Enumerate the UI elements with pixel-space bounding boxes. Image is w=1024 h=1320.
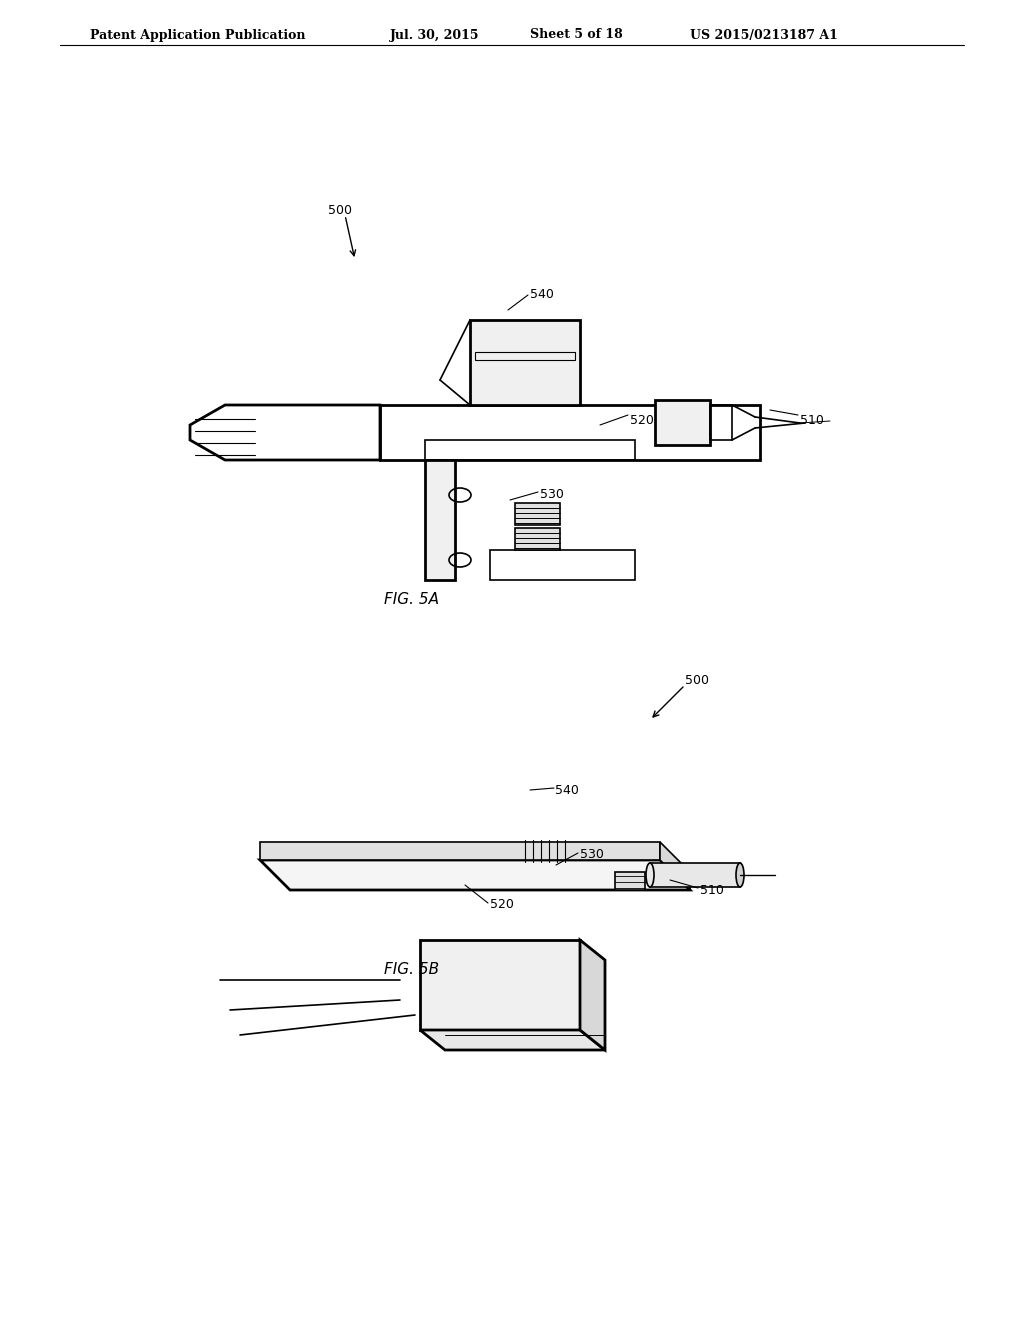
Bar bbox=[490, 550, 635, 579]
Text: 540: 540 bbox=[530, 289, 554, 301]
Bar bbox=[425, 459, 455, 579]
Text: Sheet 5 of 18: Sheet 5 of 18 bbox=[530, 29, 623, 41]
Text: 530: 530 bbox=[580, 849, 604, 862]
Ellipse shape bbox=[646, 863, 654, 887]
Bar bbox=[655, 400, 710, 445]
Bar bbox=[710, 405, 732, 440]
Polygon shape bbox=[580, 940, 605, 1049]
Polygon shape bbox=[260, 842, 660, 861]
Bar bbox=[650, 863, 740, 887]
Ellipse shape bbox=[736, 863, 744, 887]
Text: 510: 510 bbox=[700, 883, 724, 896]
Text: 520: 520 bbox=[630, 413, 654, 426]
Bar bbox=[470, 319, 580, 405]
Text: Patent Application Publication: Patent Application Publication bbox=[90, 29, 305, 41]
Text: 510: 510 bbox=[800, 413, 824, 426]
Text: US 2015/0213187 A1: US 2015/0213187 A1 bbox=[690, 29, 838, 41]
Text: 540: 540 bbox=[555, 784, 579, 796]
Text: 530: 530 bbox=[540, 488, 564, 502]
Bar bbox=[475, 352, 575, 360]
Text: Jul. 30, 2015: Jul. 30, 2015 bbox=[390, 29, 479, 41]
Text: 500: 500 bbox=[328, 203, 352, 216]
Text: 520: 520 bbox=[490, 899, 514, 912]
Bar bbox=[515, 528, 560, 550]
Text: FIG. 5A: FIG. 5A bbox=[384, 593, 439, 607]
Bar bbox=[615, 873, 645, 890]
Bar bbox=[515, 503, 560, 525]
Text: 500: 500 bbox=[685, 673, 709, 686]
Bar bbox=[380, 405, 760, 459]
Polygon shape bbox=[420, 1030, 605, 1049]
Text: FIG. 5B: FIG. 5B bbox=[384, 962, 439, 978]
Polygon shape bbox=[660, 842, 690, 890]
Polygon shape bbox=[420, 940, 580, 1030]
Polygon shape bbox=[260, 861, 690, 890]
Bar bbox=[425, 440, 635, 459]
